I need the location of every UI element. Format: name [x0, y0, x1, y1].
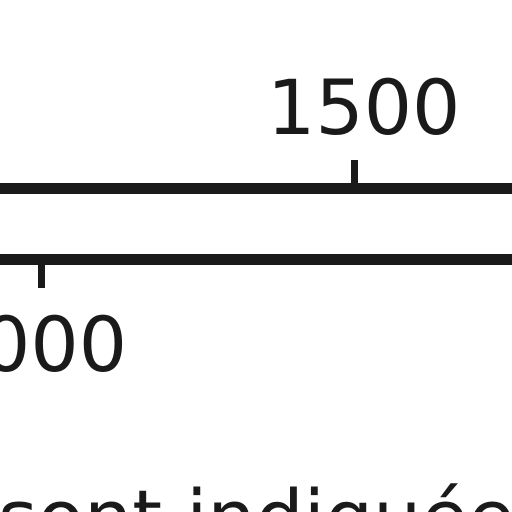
bottom-scale-label: 000	[0, 300, 128, 389]
top-scale-bar	[0, 183, 512, 194]
top-scale-label: 1500	[267, 63, 461, 152]
bottom-scale-bar	[0, 254, 512, 265]
top-scale-tick	[351, 160, 358, 185]
caption-text: sont indiquées	[0, 480, 512, 512]
bottom-scale-tick	[38, 262, 45, 288]
